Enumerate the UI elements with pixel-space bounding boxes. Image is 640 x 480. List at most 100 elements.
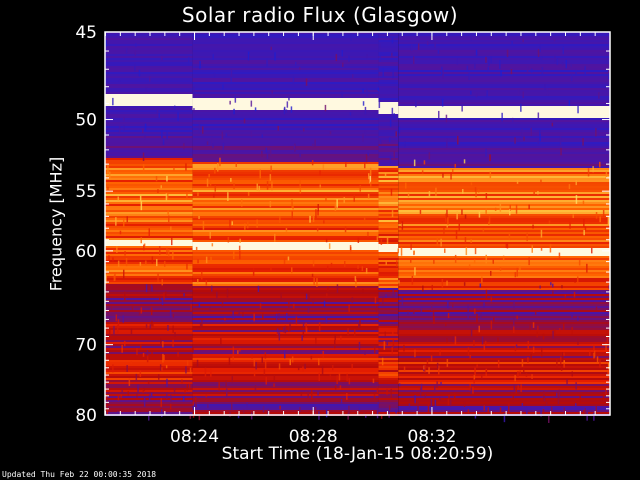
spectrum-speckle <box>485 148 487 157</box>
spectrum-band <box>192 44 379 46</box>
spectrum-speckle <box>427 403 430 413</box>
spectrum-band <box>398 222 610 224</box>
spectrum-band <box>398 212 610 214</box>
spectrum-speckle <box>144 135 146 140</box>
spectrum-band <box>105 384 193 386</box>
spectrum-speckle <box>411 275 414 285</box>
spectrum-band <box>192 142 379 144</box>
spectrum-band <box>398 116 610 118</box>
spectrum-band <box>192 226 379 228</box>
spectrum-speckle <box>556 58 559 65</box>
spectrum-band <box>378 316 399 318</box>
spectrum-speckle <box>445 114 448 123</box>
spectrum-speckle <box>396 260 398 267</box>
spectrum-speckle <box>192 401 195 406</box>
spectrum-speckle <box>432 311 435 320</box>
spectrum-speckle <box>438 365 440 375</box>
spectrum-speckle <box>214 185 216 192</box>
spectrum-band <box>378 362 399 364</box>
spectrum-speckle <box>489 154 491 162</box>
spectrum-speckle <box>516 315 518 320</box>
spectrum-speckle <box>376 387 379 393</box>
spectrum-band <box>192 268 379 270</box>
spectrum-speckle <box>112 364 114 373</box>
spectrum-band <box>192 64 379 66</box>
spectrum-band <box>378 110 399 112</box>
spectrum-speckle <box>299 407 301 413</box>
spectrum-speckle <box>521 403 524 407</box>
spectrum-band <box>105 52 193 54</box>
spectrum-band <box>192 40 379 42</box>
spectrum-band <box>192 86 379 88</box>
spectrum-speckle <box>570 73 573 82</box>
spectrum-band <box>398 124 610 126</box>
spectrum-band <box>105 154 193 156</box>
spectrum-band <box>105 164 193 166</box>
spectrum-band <box>378 196 399 198</box>
spectrum-speckle <box>513 317 515 327</box>
spectrum-band <box>398 282 610 284</box>
spectrum-speckle <box>522 38 524 43</box>
spectrum-band <box>192 102 379 104</box>
spectrum-band <box>192 182 379 184</box>
spectrum-band <box>105 182 193 184</box>
spectrum-band <box>378 284 399 286</box>
spectrum-band <box>192 36 379 38</box>
spectrum-speckle <box>195 246 198 252</box>
spectrum-band <box>192 166 379 168</box>
spectrum-speckle <box>105 275 107 284</box>
spectrum-speckle <box>318 322 321 332</box>
spectrum-band <box>378 268 399 270</box>
spectrum-band <box>378 170 399 172</box>
spectrum-speckle <box>470 35 472 41</box>
spectrum-band <box>192 388 379 390</box>
spectrum-band <box>192 90 379 92</box>
spectrum-band <box>378 112 399 114</box>
spectrum-speckle <box>231 402 233 410</box>
spectrum-band <box>378 312 399 314</box>
spectrum-speckle <box>523 368 525 373</box>
spectrum-band <box>378 216 399 218</box>
spectrum-band <box>105 202 193 204</box>
spectrum-band <box>105 130 193 132</box>
spectrum-band <box>105 364 193 366</box>
spectrum-speckle <box>408 403 411 410</box>
spectrum-speckle <box>513 301 515 310</box>
spectrum-speckle <box>230 77 232 82</box>
spectrum-speckle <box>327 286 329 292</box>
spectrum-band <box>105 186 193 188</box>
spectrum-speckle <box>584 408 586 415</box>
spectrum-speckle <box>164 260 166 267</box>
spectrum-band <box>105 132 193 134</box>
spectrum-speckle <box>368 173 370 180</box>
spectrum-speckle <box>458 223 460 231</box>
spectrum-speckle <box>546 88 549 96</box>
spectrum-speckle <box>490 320 493 330</box>
spectrum-band <box>378 340 399 342</box>
spectrum-speckle <box>556 359 558 368</box>
spectrum-speckle <box>305 78 308 86</box>
spectrum-speckle <box>143 387 145 391</box>
spectrum-speckle <box>159 364 162 371</box>
spectrum-speckle <box>197 259 199 264</box>
spectrum-speckle <box>527 340 529 349</box>
spectrum-speckle <box>325 196 327 202</box>
spectrum-band <box>398 326 610 328</box>
spectrum-band <box>398 162 610 164</box>
spectrum-speckle <box>549 243 552 253</box>
spectrum-band <box>398 362 610 364</box>
spectrum-band <box>105 402 193 404</box>
x-tick-label: 08:24 <box>170 427 219 447</box>
spectrum-speckle <box>379 55 381 62</box>
spectrum-band <box>105 62 193 64</box>
spectrum-speckle <box>414 349 416 358</box>
spectrum-speckle <box>389 119 392 127</box>
spectrum-band <box>105 214 193 216</box>
spectrum-band <box>192 80 379 82</box>
spectrum-band <box>398 276 610 278</box>
spectrum-band <box>105 66 193 68</box>
spectrum-band <box>378 146 399 148</box>
spectrum-band <box>378 328 399 330</box>
spectrum-band <box>398 272 610 274</box>
spectrum-band <box>105 98 193 100</box>
